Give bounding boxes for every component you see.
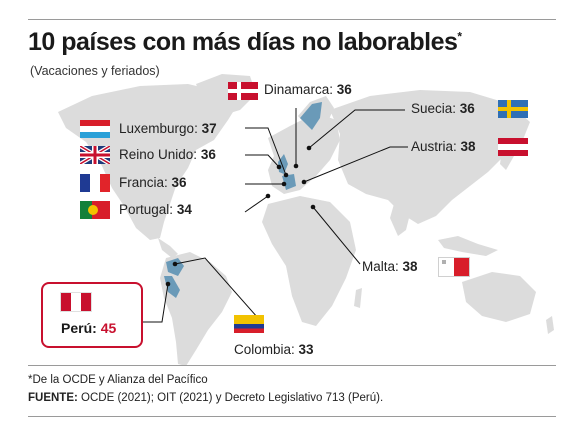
united-kingdom-flag-icon bbox=[80, 146, 110, 164]
source-line: FUENTE: OCDE (2021); OIT (2021) y Decret… bbox=[28, 392, 384, 404]
line-suecia bbox=[308, 109, 405, 149]
france-flag-icon bbox=[80, 174, 110, 192]
line-portugal bbox=[244, 195, 269, 213]
madagascar bbox=[354, 288, 362, 308]
footnote: *De la OCDE y Alianza del Pacífico bbox=[28, 374, 208, 386]
sweden-flag-icon bbox=[498, 100, 528, 118]
peru-shape bbox=[164, 276, 180, 298]
portugal-flag-icon bbox=[80, 201, 110, 219]
line-austria bbox=[303, 146, 408, 183]
bottom-rule bbox=[28, 416, 556, 417]
label-luxemburgo: Luxemburgo: 37 bbox=[119, 121, 217, 136]
india bbox=[390, 204, 412, 236]
line-luxemburgo bbox=[245, 127, 287, 176]
chart-subtitle: (Vacaciones y feriados) bbox=[30, 64, 160, 78]
france-shape bbox=[282, 174, 296, 190]
label-reino-unido: Reino Unido: 36 bbox=[119, 147, 216, 162]
label-francia: Francia: 36 bbox=[119, 175, 187, 190]
colombia-flag-icon bbox=[234, 315, 264, 333]
label-colombia: Colombia: 33 bbox=[234, 342, 314, 357]
new-zealand bbox=[546, 316, 554, 334]
austria-flag-icon bbox=[498, 138, 528, 156]
line-colombia bbox=[174, 257, 259, 319]
scandinavia-shape bbox=[300, 102, 322, 130]
colombia-shape bbox=[166, 258, 184, 276]
central-america bbox=[158, 238, 178, 258]
label-austria: Austria: 38 bbox=[411, 139, 476, 154]
indonesia bbox=[438, 236, 498, 256]
label-portugal: Portugal: 34 bbox=[119, 202, 192, 217]
leader-lines bbox=[140, 108, 408, 323]
peru-highlight-box: Perú: 45 bbox=[41, 282, 143, 348]
australia bbox=[462, 272, 536, 322]
line-reino-unido bbox=[245, 154, 280, 168]
label-malta: Malta: 38 bbox=[362, 259, 418, 274]
label-peru: Perú: 45 bbox=[61, 320, 117, 336]
label-dinamarca: Dinamarca: 36 bbox=[264, 82, 352, 97]
footer-rule bbox=[28, 365, 556, 366]
line-peru bbox=[140, 283, 169, 323]
label-suecia: Suecia: 36 bbox=[411, 101, 475, 116]
malta-flag-icon bbox=[438, 257, 470, 277]
highlighted-countries bbox=[164, 102, 322, 298]
asia bbox=[330, 90, 530, 224]
uk-shape bbox=[278, 154, 288, 174]
line-malta bbox=[312, 206, 361, 265]
africa bbox=[262, 196, 356, 326]
south-america bbox=[160, 252, 232, 366]
denmark-flag-icon bbox=[228, 82, 258, 100]
peru-flag-icon bbox=[60, 292, 92, 312]
top-rule bbox=[28, 19, 556, 20]
chart-title: 10 países con más días no laborables* bbox=[28, 28, 462, 56]
luxembourg-flag-icon bbox=[80, 120, 110, 138]
